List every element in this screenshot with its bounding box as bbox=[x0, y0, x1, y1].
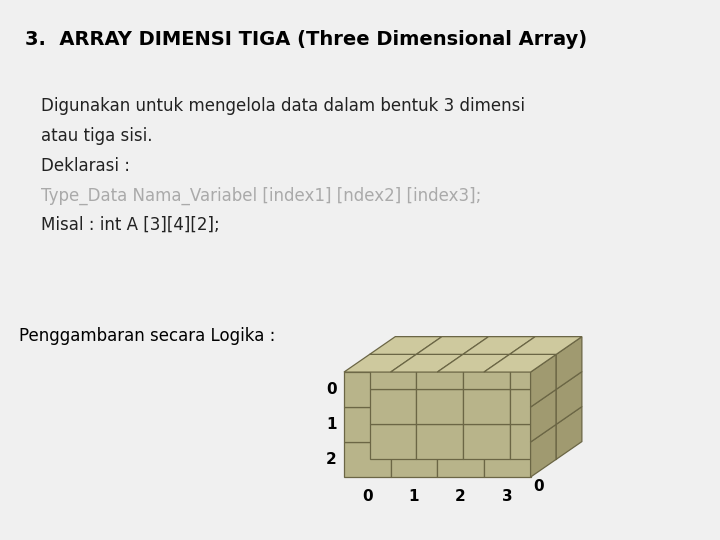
Text: 1: 1 bbox=[560, 364, 570, 380]
Polygon shape bbox=[557, 336, 582, 389]
Polygon shape bbox=[557, 372, 582, 424]
Text: Type_Data Nama_Variabel [index1] [ndex2] [index3];: Type_Data Nama_Variabel [index1] [ndex2]… bbox=[41, 186, 482, 205]
Polygon shape bbox=[437, 354, 510, 372]
Text: 2: 2 bbox=[455, 489, 466, 504]
Polygon shape bbox=[531, 389, 557, 442]
Text: 0: 0 bbox=[533, 480, 544, 495]
Text: 0: 0 bbox=[362, 489, 373, 504]
Text: 1: 1 bbox=[326, 417, 337, 432]
Polygon shape bbox=[510, 389, 557, 424]
Polygon shape bbox=[391, 407, 437, 442]
Polygon shape bbox=[463, 336, 535, 354]
Polygon shape bbox=[416, 424, 463, 460]
Polygon shape bbox=[484, 372, 531, 407]
Polygon shape bbox=[369, 389, 416, 424]
Polygon shape bbox=[344, 354, 416, 372]
Polygon shape bbox=[391, 354, 463, 372]
Text: Digunakan untuk mengelola data dalam bentuk 3 dimensi: Digunakan untuk mengelola data dalam ben… bbox=[41, 97, 525, 115]
Polygon shape bbox=[463, 389, 510, 424]
Polygon shape bbox=[416, 389, 463, 424]
Polygon shape bbox=[344, 372, 391, 407]
Text: Misal : int A [3][4][2];: Misal : int A [3][4][2]; bbox=[41, 216, 220, 234]
Polygon shape bbox=[484, 354, 557, 372]
Text: 3: 3 bbox=[502, 489, 513, 504]
Text: 0: 0 bbox=[326, 382, 337, 397]
Polygon shape bbox=[416, 354, 463, 389]
Polygon shape bbox=[557, 407, 582, 460]
Polygon shape bbox=[437, 442, 484, 477]
Polygon shape bbox=[344, 407, 391, 442]
Text: atau tiga sisi.: atau tiga sisi. bbox=[41, 127, 153, 145]
Polygon shape bbox=[391, 372, 437, 407]
Polygon shape bbox=[391, 442, 437, 477]
Polygon shape bbox=[369, 336, 442, 354]
Polygon shape bbox=[531, 424, 557, 477]
Polygon shape bbox=[510, 424, 557, 460]
Polygon shape bbox=[437, 407, 484, 442]
Polygon shape bbox=[484, 407, 531, 442]
Text: Deklarasi :: Deklarasi : bbox=[41, 157, 130, 174]
Polygon shape bbox=[344, 442, 391, 477]
Polygon shape bbox=[463, 354, 510, 389]
Polygon shape bbox=[437, 372, 484, 407]
Polygon shape bbox=[369, 354, 416, 389]
Polygon shape bbox=[484, 442, 531, 477]
Text: 1: 1 bbox=[409, 489, 419, 504]
Polygon shape bbox=[531, 354, 557, 407]
Polygon shape bbox=[510, 336, 582, 354]
Text: Penggambaran secara Logika :: Penggambaran secara Logika : bbox=[19, 327, 275, 345]
Text: 3.  ARRAY DIMENSI TIGA (Three Dimensional Array): 3. ARRAY DIMENSI TIGA (Three Dimensional… bbox=[25, 30, 588, 49]
Polygon shape bbox=[369, 424, 416, 460]
Text: 2: 2 bbox=[326, 452, 337, 467]
Polygon shape bbox=[510, 354, 557, 389]
Polygon shape bbox=[463, 424, 510, 460]
Polygon shape bbox=[416, 336, 489, 354]
